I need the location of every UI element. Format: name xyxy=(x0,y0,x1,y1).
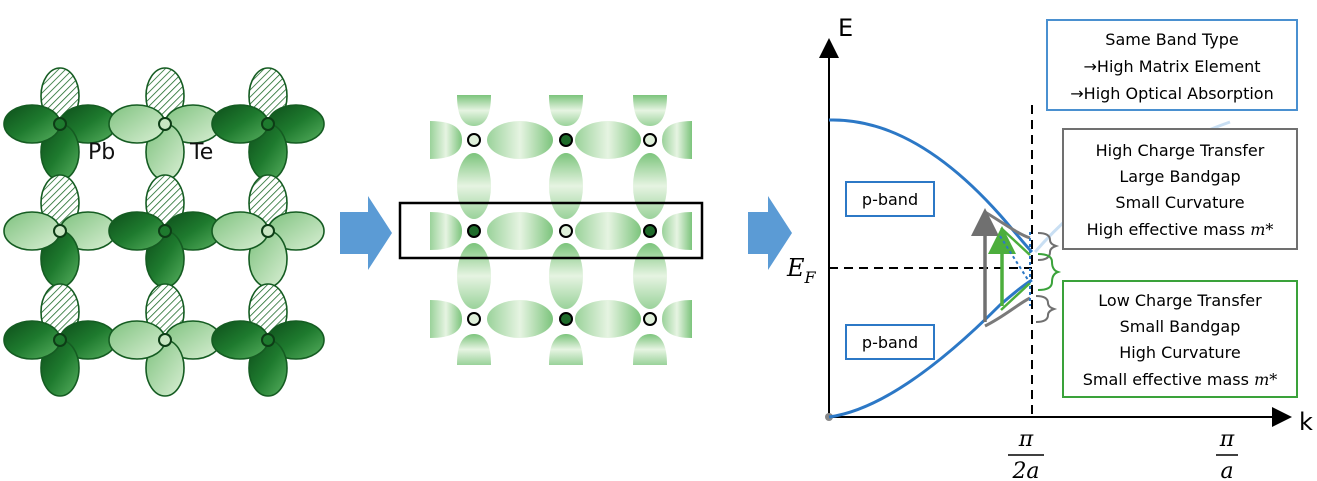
lattice-diagram xyxy=(430,95,692,365)
orbital-lobe xyxy=(3,104,61,144)
lattice-atom xyxy=(559,312,573,326)
p-orbital xyxy=(211,174,325,288)
tick-pi-a-numerator: π xyxy=(1219,427,1235,452)
orbital-lobe xyxy=(3,211,61,251)
gray-brace-lower xyxy=(1035,295,1058,323)
edge-lobe xyxy=(430,121,462,159)
p-orbital xyxy=(108,283,222,397)
edge-lobe xyxy=(549,334,583,365)
gray-box-line-4: High effective mass m* xyxy=(1087,220,1274,239)
edge-lobe xyxy=(549,95,583,126)
arrow-right-icon xyxy=(340,196,392,270)
e-axis-label: E xyxy=(838,14,853,42)
atom-center xyxy=(53,333,67,347)
atom-center xyxy=(158,224,172,238)
orbital-lobe xyxy=(211,320,269,360)
blue-box-line-1: Same Band Type xyxy=(1105,30,1238,49)
p-orbital xyxy=(211,283,325,397)
edge-lobe xyxy=(633,334,667,365)
green-box-line-1: Low Charge Transfer xyxy=(1098,291,1262,310)
atom-center xyxy=(158,117,172,131)
lattice-atom xyxy=(467,133,481,147)
bond-lobe xyxy=(633,153,667,219)
lattice-atom xyxy=(559,224,573,238)
tick-pi-2a-denominator: 2a xyxy=(1011,459,1039,481)
lower-band-curve xyxy=(828,278,1033,419)
gray-box-line-1: High Charge Transfer xyxy=(1096,141,1265,160)
lattice-atom xyxy=(467,224,481,238)
p-orbital xyxy=(211,67,325,181)
lower-band-label-box xyxy=(845,324,935,360)
orbital-lobe xyxy=(108,320,166,360)
lattice-atom xyxy=(467,312,481,326)
p-orbital xyxy=(3,283,117,397)
lattice-atom xyxy=(643,224,657,238)
bond-lobe xyxy=(487,212,553,250)
edge-lobe xyxy=(457,95,491,126)
pb-label: Pb xyxy=(88,140,115,165)
tick-pi-2a-numerator: π xyxy=(1018,427,1034,452)
edge-lobe xyxy=(633,95,667,126)
bond-lobe xyxy=(457,243,491,309)
orbital-lobe xyxy=(108,104,166,144)
bond-lobe xyxy=(487,300,553,338)
atom-center xyxy=(158,333,172,347)
blue-box-line-2: →High Matrix Element xyxy=(1084,57,1261,76)
orbital-grid xyxy=(3,67,325,397)
green-annotation-box: Low Charge Transfer Small Bandgap High C… xyxy=(1062,280,1298,398)
orbital-lobe xyxy=(108,211,166,251)
edge-lobe xyxy=(430,300,462,338)
bond-lobe xyxy=(575,300,641,338)
tick-pi-a-denominator: a xyxy=(1220,459,1233,481)
upper-band-label: p-band xyxy=(862,190,918,209)
lower-band-label: p-band xyxy=(862,333,918,352)
bond-lobe xyxy=(575,212,641,250)
lattice-atom xyxy=(559,133,573,147)
orbital-lobe xyxy=(211,211,269,251)
atom-center xyxy=(53,117,67,131)
green-band-lower xyxy=(1000,282,1031,311)
upper-band-curve xyxy=(828,118,1034,254)
atom-center xyxy=(261,333,275,347)
upper-band-label-box xyxy=(845,181,935,217)
green-brace xyxy=(1037,253,1062,291)
edge-lobe xyxy=(662,121,692,159)
edge-lobe xyxy=(662,212,692,250)
highlight-row-box xyxy=(398,201,704,260)
bond-lobe xyxy=(457,153,491,219)
edge-lobe xyxy=(662,300,692,338)
gray-annotation-box: High Charge Transfer Large Bandgap Small… xyxy=(1062,128,1298,250)
p-orbital xyxy=(3,174,117,288)
blue-annotation-box: Same Band Type →High Matrix Element →Hig… xyxy=(1046,19,1298,111)
bond-lobe xyxy=(575,121,641,159)
blue-box-line-3: →High Optical Absorption xyxy=(1070,84,1273,103)
gray-box-line-2: Large Bandgap xyxy=(1119,167,1240,186)
fermi-label: EF xyxy=(786,254,817,287)
bond-lobe xyxy=(549,243,583,309)
orbital-lobe xyxy=(3,320,61,360)
lattice-atom xyxy=(643,133,657,147)
p-orbital xyxy=(108,67,222,181)
orbital-lobe xyxy=(211,104,269,144)
lattice-atom xyxy=(643,312,657,326)
te-label: Te xyxy=(189,140,213,165)
p-orbital xyxy=(108,174,222,288)
edge-lobe xyxy=(457,334,491,365)
gray-box-line-3: Small Curvature xyxy=(1115,193,1244,212)
arrow-right-icon xyxy=(748,196,792,270)
bond-lobe xyxy=(633,243,667,309)
bond-lobe xyxy=(487,121,553,159)
green-box-line-4: Small effective mass m* xyxy=(1083,370,1277,389)
green-box-line-2: Small Bandgap xyxy=(1120,317,1241,336)
atom-center xyxy=(261,224,275,238)
edge-lobe xyxy=(430,212,462,250)
atom-center xyxy=(53,224,67,238)
atom-center xyxy=(261,117,275,131)
gray-band-lower xyxy=(984,296,1031,328)
k-axis-label: k xyxy=(1299,408,1313,436)
bond-lobe xyxy=(549,153,583,219)
green-box-line-3: High Curvature xyxy=(1119,343,1241,362)
